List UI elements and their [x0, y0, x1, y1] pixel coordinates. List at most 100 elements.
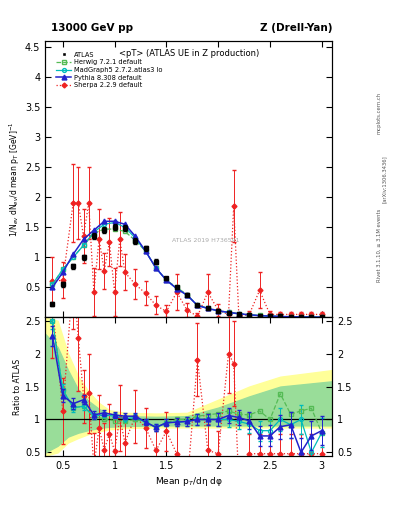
- Pythia 8.308 default: [185, 292, 189, 298]
- Y-axis label: Ratio to ATLAS: Ratio to ATLAS: [13, 358, 22, 415]
- MadGraph5 2.7.2.atlas3 lo: [61, 266, 65, 272]
- Pythia 8.308 default: [237, 311, 241, 317]
- Herwig 7.2.1 default: [288, 313, 293, 319]
- Herwig 7.2.1 default: [185, 291, 189, 297]
- MadGraph5 2.7.2.atlas3 lo: [288, 314, 293, 320]
- Pythia 8.308 default: [309, 314, 314, 320]
- MadGraph5 2.7.2.atlas3 lo: [268, 313, 272, 319]
- Herwig 7.2.1 default: [216, 308, 220, 314]
- Y-axis label: 1/N$_{ev}$ dN$_{ev}$/d mean p$_{T}$ [GeV]$^{-1}$: 1/N$_{ev}$ dN$_{ev}$/d mean p$_{T}$ [GeV…: [7, 121, 22, 237]
- Herwig 7.2.1 default: [226, 309, 231, 315]
- Sherpa 2.2.9 default: [107, 239, 112, 245]
- Pythia 8.308 default: [299, 314, 303, 320]
- Sherpa 2.2.9 default: [154, 303, 158, 309]
- Herwig 7.2.1 default: [174, 284, 179, 290]
- Pythia 8.308 default: [247, 312, 252, 318]
- Herwig 7.2.1 default: [81, 242, 86, 248]
- Line: Herwig 7.2.1 default: Herwig 7.2.1 default: [50, 227, 324, 319]
- Herwig 7.2.1 default: [309, 314, 314, 320]
- Herwig 7.2.1 default: [164, 277, 169, 283]
- Herwig 7.2.1 default: [61, 266, 65, 272]
- Sherpa 2.2.9 default: [92, 289, 96, 295]
- Sherpa 2.2.9 default: [112, 289, 117, 295]
- Sherpa 2.2.9 default: [185, 307, 189, 313]
- MadGraph5 2.7.2.atlas3 lo: [226, 310, 231, 316]
- MadGraph5 2.7.2.atlas3 lo: [112, 220, 117, 226]
- Herwig 7.2.1 default: [50, 281, 55, 287]
- Herwig 7.2.1 default: [112, 226, 117, 232]
- Pythia 8.308 default: [92, 227, 96, 233]
- Pythia 8.308 default: [61, 269, 65, 275]
- Sherpa 2.2.9 default: [164, 308, 169, 314]
- MadGraph5 2.7.2.atlas3 lo: [320, 314, 324, 320]
- MadGraph5 2.7.2.atlas3 lo: [185, 292, 189, 298]
- Pythia 8.308 default: [81, 236, 86, 242]
- Sherpa 2.2.9 default: [50, 279, 55, 285]
- Sherpa 2.2.9 default: [206, 289, 210, 295]
- Sherpa 2.2.9 default: [231, 203, 236, 209]
- Sherpa 2.2.9 default: [257, 287, 262, 293]
- Pythia 8.308 default: [50, 284, 55, 290]
- Legend: ATLAS, Herwig 7.2.1 default, MadGraph5 2.7.2.atlas3 lo, Pythia 8.308 default, Sh: ATLAS, Herwig 7.2.1 default, MadGraph5 2…: [54, 50, 165, 91]
- Sherpa 2.2.9 default: [226, 311, 231, 317]
- Sherpa 2.2.9 default: [247, 311, 252, 317]
- Sherpa 2.2.9 default: [81, 233, 86, 240]
- Pythia 8.308 default: [174, 286, 179, 292]
- Sherpa 2.2.9 default: [237, 313, 241, 319]
- Sherpa 2.2.9 default: [268, 311, 272, 317]
- Line: MadGraph5 2.7.2.atlas3 lo: MadGraph5 2.7.2.atlas3 lo: [50, 221, 324, 319]
- Pythia 8.308 default: [123, 221, 127, 227]
- Pythia 8.308 default: [195, 303, 200, 309]
- MadGraph5 2.7.2.atlas3 lo: [164, 277, 169, 283]
- Pythia 8.308 default: [320, 314, 324, 320]
- MadGraph5 2.7.2.atlas3 lo: [102, 221, 107, 227]
- Line: Sherpa 2.2.9 default: Sherpa 2.2.9 default: [51, 202, 323, 318]
- Herwig 7.2.1 default: [247, 311, 252, 317]
- MadGraph5 2.7.2.atlas3 lo: [216, 308, 220, 314]
- Pythia 8.308 default: [226, 309, 231, 315]
- Sherpa 2.2.9 default: [143, 290, 148, 296]
- Sherpa 2.2.9 default: [309, 311, 314, 317]
- Sherpa 2.2.9 default: [174, 289, 179, 295]
- Pythia 8.308 default: [112, 218, 117, 224]
- MadGraph5 2.7.2.atlas3 lo: [133, 235, 138, 241]
- Sherpa 2.2.9 default: [71, 200, 75, 206]
- MadGraph5 2.7.2.atlas3 lo: [278, 313, 283, 319]
- MadGraph5 2.7.2.atlas3 lo: [81, 242, 86, 248]
- Pythia 8.308 default: [216, 308, 220, 314]
- MadGraph5 2.7.2.atlas3 lo: [50, 281, 55, 287]
- Pythia 8.308 default: [278, 313, 283, 319]
- Herwig 7.2.1 default: [257, 312, 262, 318]
- Herwig 7.2.1 default: [133, 238, 138, 244]
- MadGraph5 2.7.2.atlas3 lo: [257, 312, 262, 318]
- Herwig 7.2.1 default: [206, 305, 210, 311]
- Pythia 8.308 default: [268, 313, 272, 319]
- Herwig 7.2.1 default: [143, 248, 148, 254]
- MadGraph5 2.7.2.atlas3 lo: [309, 314, 314, 320]
- Pythia 8.308 default: [154, 265, 158, 271]
- Sherpa 2.2.9 default: [61, 277, 65, 283]
- MadGraph5 2.7.2.atlas3 lo: [71, 254, 75, 261]
- Herwig 7.2.1 default: [195, 303, 200, 309]
- Herwig 7.2.1 default: [237, 310, 241, 316]
- Sherpa 2.2.9 default: [195, 313, 200, 319]
- MadGraph5 2.7.2.atlas3 lo: [237, 311, 241, 317]
- Sherpa 2.2.9 default: [278, 311, 283, 317]
- Herwig 7.2.1 default: [102, 226, 107, 232]
- Pythia 8.308 default: [71, 251, 75, 258]
- Sherpa 2.2.9 default: [118, 236, 122, 242]
- MadGraph5 2.7.2.atlas3 lo: [195, 303, 200, 309]
- Herwig 7.2.1 default: [154, 265, 158, 271]
- MadGraph5 2.7.2.atlas3 lo: [92, 229, 96, 235]
- Pythia 8.308 default: [288, 314, 293, 320]
- Text: ATLAS 2019 H736591: ATLAS 2019 H736591: [172, 238, 240, 243]
- Sherpa 2.2.9 default: [133, 281, 138, 287]
- Text: Rivet 3.1.10, ≥ 3.1M events: Rivet 3.1.10, ≥ 3.1M events: [377, 209, 382, 283]
- MadGraph5 2.7.2.atlas3 lo: [206, 305, 210, 311]
- MadGraph5 2.7.2.atlas3 lo: [143, 248, 148, 254]
- Pythia 8.308 default: [143, 248, 148, 254]
- Pythia 8.308 default: [206, 305, 210, 311]
- MadGraph5 2.7.2.atlas3 lo: [154, 265, 158, 271]
- X-axis label: Mean p$_{T}$/dη dφ: Mean p$_{T}$/dη dφ: [155, 475, 222, 488]
- Pythia 8.308 default: [257, 312, 262, 318]
